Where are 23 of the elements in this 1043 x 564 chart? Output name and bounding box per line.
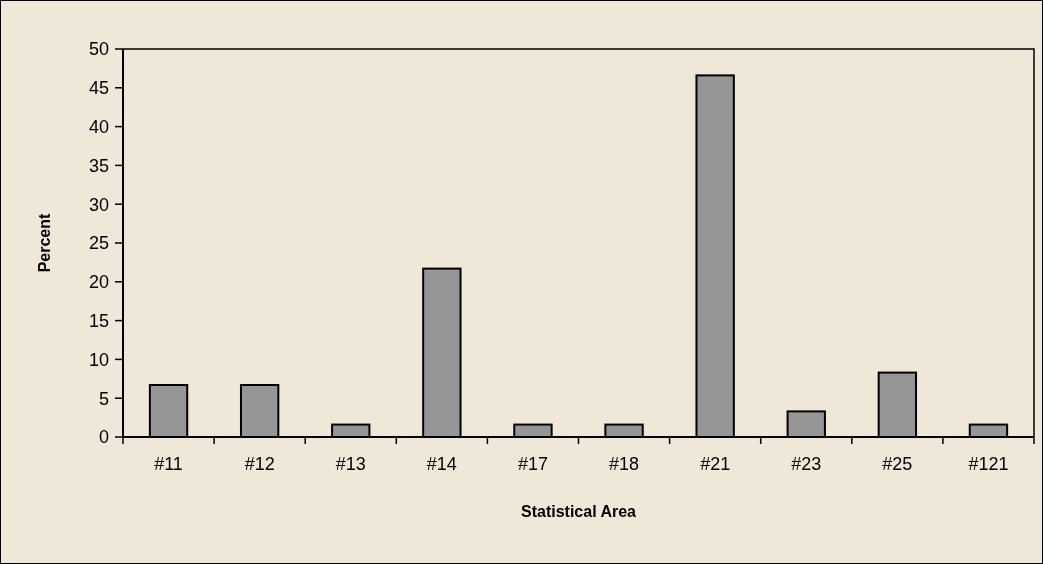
x-tick-label: #25 xyxy=(882,454,913,474)
x-tick-label: #11 xyxy=(154,454,183,474)
x-tick-label: #12 xyxy=(244,454,275,474)
y-tick-label: 0 xyxy=(98,427,109,448)
x-tick-label: #21 xyxy=(700,454,731,474)
x-axis-title: Statistical Area xyxy=(520,503,637,520)
x-tick-label: #17 xyxy=(517,454,548,474)
y-tick-label: 25 xyxy=(88,233,109,254)
y-tick-label: 50 xyxy=(88,39,109,60)
y-tick-label: 10 xyxy=(88,349,109,370)
y-tick-label: 5 xyxy=(98,388,109,409)
y-axis-title: Percent xyxy=(36,212,53,273)
x-tick-label: #121 xyxy=(968,454,1009,474)
x-tick-label: #23 xyxy=(791,454,822,474)
y-tick-label: 20 xyxy=(88,272,109,293)
x-tick-label: #18 xyxy=(609,454,640,474)
y-tick-label: 40 xyxy=(88,116,109,137)
y-tick-label: 35 xyxy=(88,155,109,176)
x-tick-label: #13 xyxy=(335,454,366,474)
y-tick-label: 45 xyxy=(88,78,109,99)
y-tick-label: 15 xyxy=(88,310,109,331)
y-tick-label: 30 xyxy=(88,194,109,215)
x-tick-label: #14 xyxy=(426,454,457,474)
